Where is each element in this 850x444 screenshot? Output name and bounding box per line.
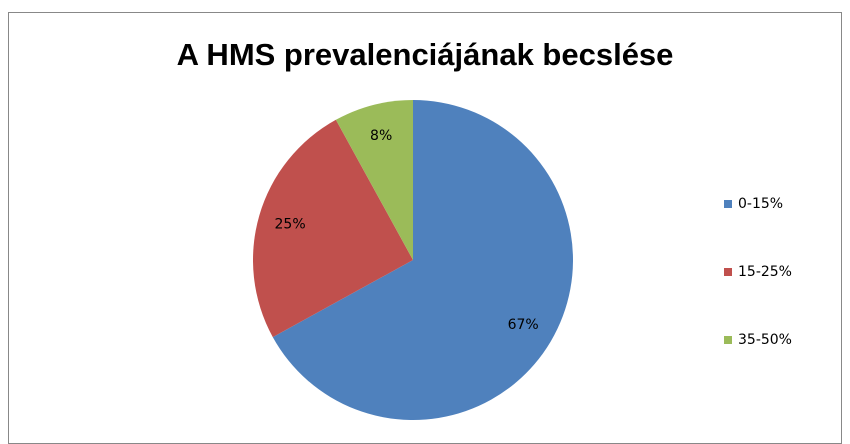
legend-swatch [724,268,732,276]
pie-slice [272,100,573,420]
chart-title: A HMS prevalenciájának becslése [177,37,674,72]
legend-label: 35-50% [738,332,792,348]
data-label: 8% [370,128,392,144]
pie-slice [335,100,413,260]
legend-label: 0-15% [738,196,783,212]
legend-label: 15-25% [738,264,792,280]
legend-swatch [724,200,732,208]
data-label: 25% [275,216,306,232]
pie-slice [252,119,413,338]
legend-swatch [724,336,732,344]
data-label: 67% [508,317,539,333]
